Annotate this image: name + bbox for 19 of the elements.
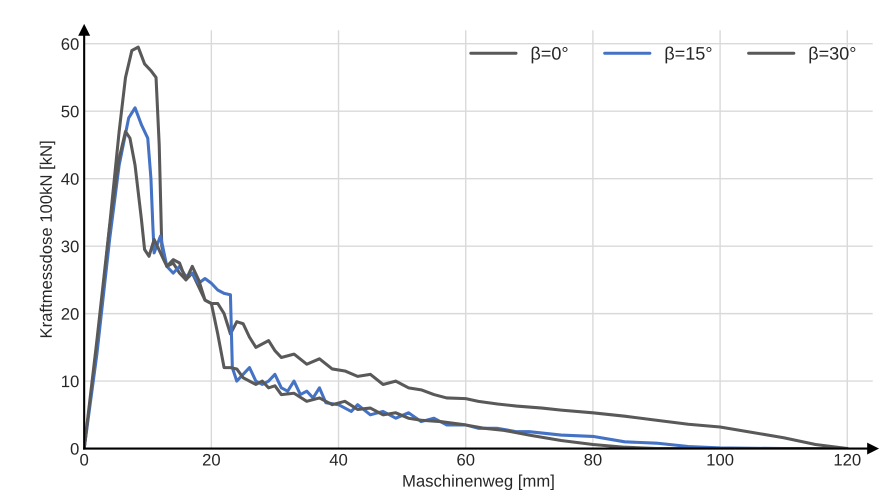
legend-label: β=0° xyxy=(532,46,568,64)
y-tick-label: 30 xyxy=(61,240,79,252)
legend-label: β=15° xyxy=(666,46,712,64)
y-tick-label: 10 xyxy=(62,375,79,388)
x-tick-label: 0 xyxy=(80,454,88,466)
x-tick-label: 40 xyxy=(330,454,348,466)
y-axis-title: Kraftmessdose 100kN [kN] xyxy=(40,141,56,338)
x-tick-label: 100 xyxy=(707,454,734,466)
y-tick-label: 40 xyxy=(61,173,79,185)
x-axis-title: Maschinenweg [mm] xyxy=(403,474,554,490)
y-tick-label: 60 xyxy=(62,38,79,50)
legend-label: β=30° xyxy=(809,46,856,64)
y-tick-label: 20 xyxy=(62,308,79,320)
x-tick-label: 120 xyxy=(834,454,861,466)
y-tick-label: 50 xyxy=(61,106,79,118)
x-tick-label: 60 xyxy=(457,454,474,466)
x-tick-label: 80 xyxy=(584,454,602,466)
y-tick-label: 0 xyxy=(70,442,79,455)
x-tick-label: 20 xyxy=(202,454,220,466)
